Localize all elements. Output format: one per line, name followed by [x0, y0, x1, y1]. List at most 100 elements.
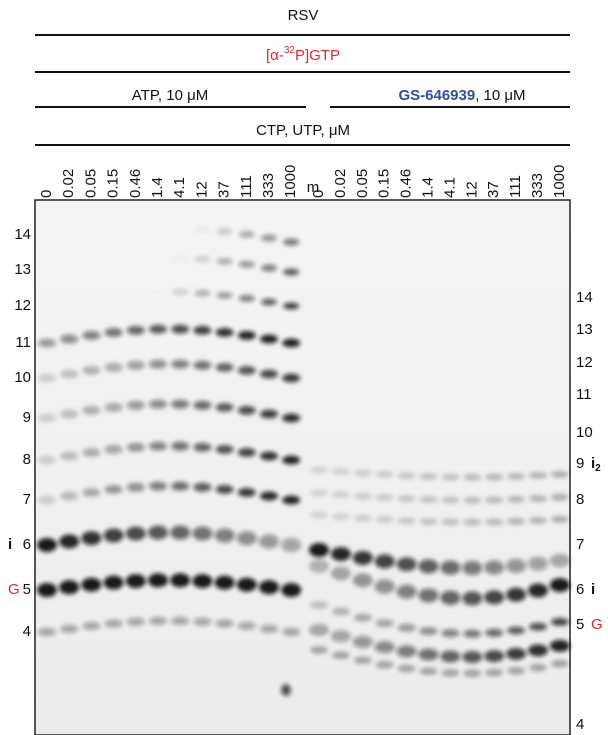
band — [82, 405, 101, 415]
lane-label: 1.4 — [419, 177, 436, 198]
size-marker: 4 — [23, 623, 31, 640]
band — [60, 491, 79, 501]
band — [283, 268, 300, 276]
lane-label: 333 — [529, 173, 546, 198]
size-marker: 10 — [14, 369, 31, 386]
band — [104, 444, 123, 454]
band — [528, 556, 548, 571]
lane-label: 12 — [193, 181, 210, 198]
band — [261, 298, 277, 306]
band — [441, 473, 460, 481]
band — [82, 487, 101, 497]
band — [171, 441, 190, 451]
size-marker: 4 — [576, 716, 584, 733]
band — [282, 338, 301, 348]
band — [375, 516, 394, 524]
band — [418, 588, 439, 603]
band — [419, 627, 438, 636]
band — [484, 560, 505, 575]
band — [375, 471, 394, 479]
band — [485, 473, 504, 481]
band — [506, 647, 527, 660]
size-marker: 7 — [576, 536, 584, 553]
band — [193, 325, 212, 335]
band — [397, 517, 416, 525]
lane-label: 111 — [507, 175, 524, 198]
band — [126, 325, 145, 335]
band — [170, 525, 191, 540]
band — [193, 442, 212, 452]
band — [82, 447, 101, 457]
title: RSV — [288, 7, 319, 24]
band — [104, 402, 123, 412]
band — [281, 583, 302, 597]
band — [149, 324, 167, 334]
titration: CTP, UTP, μM — [256, 122, 350, 139]
band — [81, 577, 102, 592]
band — [550, 617, 569, 626]
band — [193, 400, 212, 410]
marker-tag: G — [8, 581, 20, 598]
band — [104, 484, 123, 494]
size-marker: 14 — [576, 289, 593, 306]
band — [260, 409, 278, 419]
band — [238, 294, 255, 302]
band — [171, 481, 190, 491]
lane-label: 333 — [260, 173, 277, 198]
marker-tag: i — [8, 536, 12, 553]
band — [352, 573, 373, 588]
size-marker: 8 — [23, 451, 31, 468]
band — [282, 373, 301, 383]
band — [440, 560, 461, 575]
band — [170, 573, 191, 588]
band — [60, 334, 79, 344]
lane-label: 0.46 — [127, 169, 144, 198]
band — [104, 362, 123, 372]
size-marker: 9 — [23, 409, 31, 426]
band — [352, 550, 373, 565]
band — [237, 330, 256, 340]
band — [352, 635, 373, 648]
marker-tag: i2 — [591, 455, 601, 474]
lane-label: m — [307, 179, 320, 196]
band — [485, 518, 504, 526]
band — [397, 472, 416, 480]
marker-tag-sub: 2 — [595, 463, 601, 474]
band — [485, 668, 504, 677]
band — [215, 402, 234, 412]
band — [310, 646, 328, 654]
lane-label: 37 — [216, 181, 233, 198]
band — [260, 491, 278, 501]
gel — [34, 199, 571, 735]
band — [237, 405, 256, 415]
band — [216, 227, 233, 235]
band — [193, 360, 212, 370]
band — [484, 650, 505, 663]
band — [104, 327, 123, 337]
band — [171, 399, 190, 409]
band — [310, 489, 328, 497]
band — [214, 575, 235, 590]
band — [260, 624, 278, 633]
band — [375, 660, 394, 669]
band — [463, 473, 482, 481]
band — [37, 583, 57, 597]
lane-label: 1000 — [551, 165, 568, 198]
lane-label: 37 — [485, 181, 502, 198]
band — [528, 644, 548, 657]
band — [309, 559, 329, 573]
band — [331, 468, 350, 476]
band — [549, 639, 570, 652]
band — [237, 365, 256, 375]
size-marker: 7 — [23, 491, 31, 508]
band — [419, 473, 438, 481]
band — [237, 621, 256, 630]
band — [550, 493, 569, 501]
band — [485, 628, 504, 637]
band — [149, 359, 167, 369]
band — [260, 451, 278, 461]
band — [463, 496, 482, 504]
band — [194, 255, 211, 263]
right-group: GS-646939, 10 μM — [398, 87, 525, 104]
